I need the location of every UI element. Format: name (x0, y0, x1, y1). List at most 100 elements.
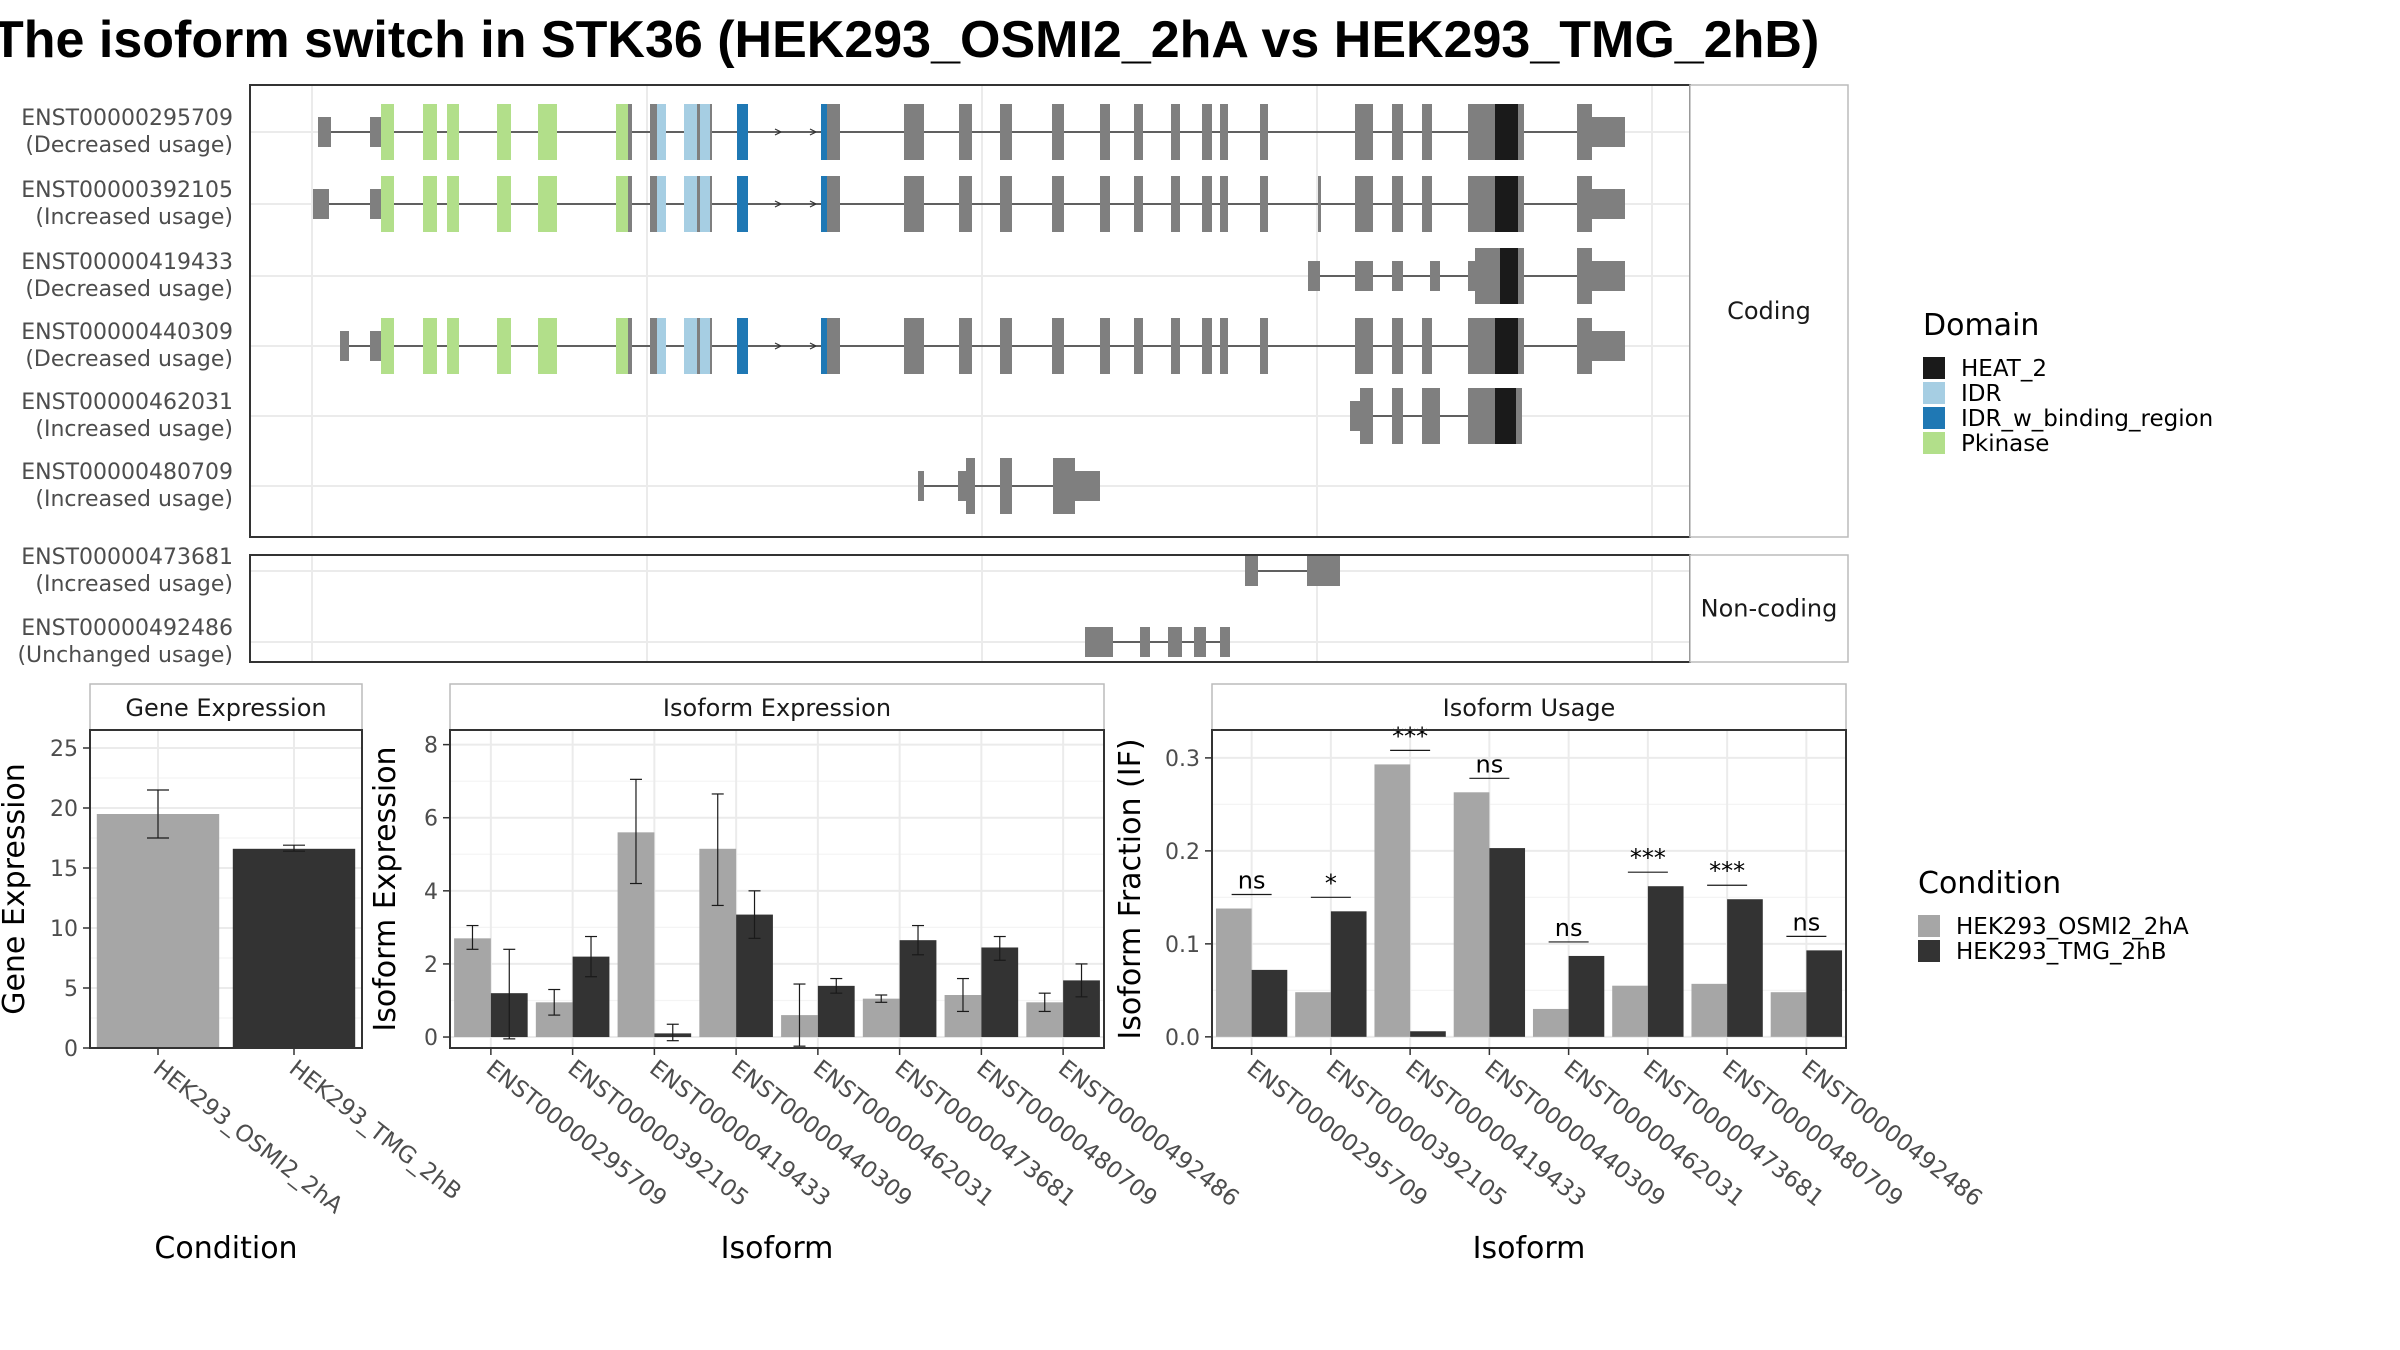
exon-block (423, 176, 437, 232)
exon-block (684, 318, 697, 374)
exon-block (1422, 388, 1440, 444)
exon-block (370, 189, 381, 219)
y-tick-label: 0.3 (1165, 747, 1200, 772)
y-tick-label: 0 (424, 1026, 438, 1051)
y-tick-label: 15 (50, 857, 78, 882)
exon-block (697, 104, 700, 160)
exon-block (1422, 176, 1432, 232)
exon-block (1592, 261, 1625, 291)
error-bar (1075, 963, 1088, 998)
transcript-ENST00000440309: ENST00000440309(Decreased usage) (21, 318, 1625, 374)
exon-block (1053, 458, 1075, 514)
exon-block (966, 458, 975, 514)
facet-strip (89, 683, 363, 731)
exon-block (904, 104, 924, 160)
exon-block (918, 471, 924, 501)
error-bar (912, 924, 925, 956)
isoform-usage-label: (Increased usage) (35, 487, 233, 512)
facet-strip-label: Non-coding (1701, 595, 1838, 623)
exon-block (1220, 318, 1228, 374)
isoform-id-label: ENST00000295709 (21, 106, 233, 131)
exon-block (1355, 104, 1373, 160)
exon-block (1307, 556, 1340, 586)
exon-block (1000, 104, 1012, 160)
error-bar (666, 1023, 679, 1042)
y-axis-title: Isoform Expression (368, 746, 403, 1031)
y-tick-label: 2 (424, 953, 438, 978)
exon-block (370, 117, 381, 147)
exon-block (1360, 388, 1373, 444)
exon-block (1392, 261, 1403, 291)
exon-block (1100, 318, 1110, 374)
legend-entry-label: HEAT_2 (1961, 356, 2047, 382)
exon-block (1518, 176, 1524, 232)
exon-block (538, 318, 557, 374)
exon-block (1245, 556, 1258, 586)
exon-block (1202, 176, 1212, 232)
x-axis-title: Isoform (721, 1231, 834, 1266)
significance-label: *** (1630, 844, 1666, 872)
significance-label: *** (1392, 722, 1428, 750)
exon-block (1171, 176, 1180, 232)
exon-block (1392, 104, 1403, 160)
exon-block (628, 318, 632, 374)
exon-block (1260, 176, 1268, 232)
exon-block (1495, 104, 1518, 160)
exon-block (959, 318, 972, 374)
y-tick-label: 6 (424, 807, 438, 832)
exon-block (710, 104, 712, 160)
exon-block (1577, 248, 1592, 304)
y-tick-label: 4 (424, 880, 438, 905)
error-bar (585, 935, 598, 978)
exon-block (1140, 627, 1150, 657)
chart-title: Isoform Expression (663, 694, 891, 722)
structure-panel-non-coding: ENST00000473681(Increased usage)ENST0000… (17, 545, 1849, 668)
bar (1489, 848, 1526, 1037)
error-bar (793, 983, 806, 1047)
exon-block (1000, 318, 1012, 374)
bar (1251, 969, 1288, 1037)
direction-arrow (774, 342, 783, 350)
y-tick-label: 20 (50, 797, 78, 822)
transcript-ENST00000462031: ENST00000462031(Increased usage) (21, 388, 1522, 444)
exon-block (650, 176, 657, 232)
error-bar (956, 977, 969, 1013)
y-tick-label: 0.0 (1165, 1026, 1200, 1051)
exon-block (821, 104, 827, 160)
bar (1770, 992, 1807, 1037)
error-bar (711, 793, 724, 907)
exon-block (1052, 318, 1064, 374)
exon-block (538, 176, 557, 232)
exon-block (1100, 104, 1110, 160)
exon-block (827, 318, 840, 374)
exon-block (447, 176, 459, 232)
domain-legend: Domain HEAT_2IDRIDR_w_binding_regionPkina… (1923, 308, 2213, 457)
exon-block (1518, 318, 1524, 374)
exon-block (1100, 176, 1110, 232)
isoform-usage-label: (Increased usage) (35, 205, 233, 230)
direction-arrow (809, 342, 818, 350)
isoform-id-label: ENST00000480709 (21, 460, 233, 485)
bar (1215, 908, 1252, 1037)
chart-title: Gene Expression (125, 694, 326, 722)
isoform-usage-label: (Unchanged usage) (17, 643, 233, 668)
exon-block (1422, 318, 1432, 374)
isoform-id-label: ENST00000392105 (21, 178, 233, 203)
direction-arrow (774, 200, 783, 208)
exon-block (959, 104, 972, 160)
exon-block (657, 318, 666, 374)
legend-swatch (1918, 940, 1940, 962)
bar (1691, 983, 1728, 1037)
exon-block (700, 318, 710, 374)
error-bar (875, 994, 888, 1003)
error-bar (830, 977, 843, 994)
exon-block (497, 318, 511, 374)
exon-block (1134, 176, 1143, 232)
exon-block (1592, 189, 1625, 219)
exon-block (1500, 248, 1518, 304)
bar (862, 998, 900, 1038)
exon-block (1202, 318, 1212, 374)
exon-block (1075, 471, 1100, 501)
exon-block (381, 176, 394, 232)
